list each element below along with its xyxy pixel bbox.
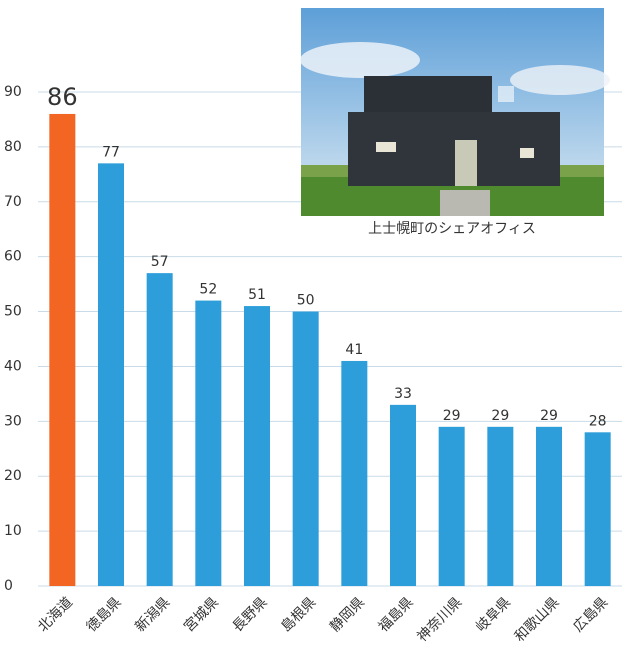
x-tick-label: 宮城県: [181, 594, 222, 635]
bar: [49, 114, 75, 586]
y-tick-label: 90: [4, 84, 22, 100]
data-label: 52: [199, 282, 217, 298]
bar: [244, 306, 270, 586]
y-tick-label: 80: [4, 139, 22, 155]
y-tick-label: 0: [4, 578, 13, 594]
x-tick-label: 新潟県: [132, 594, 173, 635]
x-tick-label: 島根県: [278, 594, 319, 635]
bar: [585, 432, 611, 586]
data-label: 29: [491, 408, 509, 424]
data-label: 41: [345, 342, 363, 358]
x-tick-label: 福島県: [376, 594, 417, 635]
bar: [390, 405, 416, 586]
bar: [341, 361, 367, 586]
data-label: 50: [297, 293, 315, 309]
data-label: 77: [102, 144, 120, 160]
data-label: 28: [589, 413, 607, 429]
x-tick-label: 広島県: [570, 594, 611, 635]
y-tick-label: 50: [4, 304, 22, 320]
photo-caption: 上士幌町のシェアオフィス: [368, 221, 536, 237]
y-tick-label: 30: [4, 413, 22, 429]
bar: [293, 312, 319, 586]
bar: [439, 427, 465, 586]
y-tick-label: 60: [4, 249, 22, 265]
x-tick-label: 神奈川県: [414, 594, 465, 645]
bar: [195, 301, 221, 586]
data-label: 33: [394, 386, 412, 402]
x-tick-label: 岐阜県: [472, 594, 514, 636]
bar: [147, 273, 173, 586]
data-label: 86: [47, 83, 78, 111]
x-tick-label: 長野県: [230, 594, 271, 635]
chart: 0 10 20 30 40 50 60 70 80 90 86 北海道 77 徳島県 57 新潟県 52 宮城県 5…: [0, 0, 626, 653]
y-tick-label: 20: [4, 468, 22, 484]
y-tick-label: 40: [4, 358, 22, 374]
bar: [536, 427, 562, 586]
x-tick-label: 静岡県: [327, 594, 368, 635]
x-tick-label: 和歌山県: [512, 594, 563, 645]
x-tick-label: 徳島県: [84, 594, 125, 635]
bar: [487, 427, 513, 586]
data-label: 29: [443, 408, 461, 424]
x-tick-label: 北海道: [35, 594, 76, 635]
data-label: 57: [151, 254, 169, 270]
data-label: 29: [540, 408, 558, 424]
page: 0 10 20 30 40 50 60 70 80 90 86 北海道 77 徳島県 57 新潟県 52 宮城県 5…: [0, 0, 626, 653]
photo: [300, 8, 610, 216]
bar: [98, 163, 124, 586]
y-tick-label: 70: [4, 194, 22, 210]
y-tick-label: 10: [4, 523, 22, 539]
data-label: 51: [248, 287, 266, 303]
